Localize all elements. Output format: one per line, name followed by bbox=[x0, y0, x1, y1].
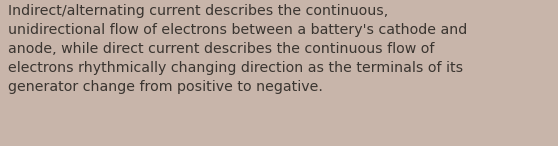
Text: Indirect/alternating current describes the continuous,
unidirectional flow of el: Indirect/alternating current describes t… bbox=[8, 4, 467, 94]
